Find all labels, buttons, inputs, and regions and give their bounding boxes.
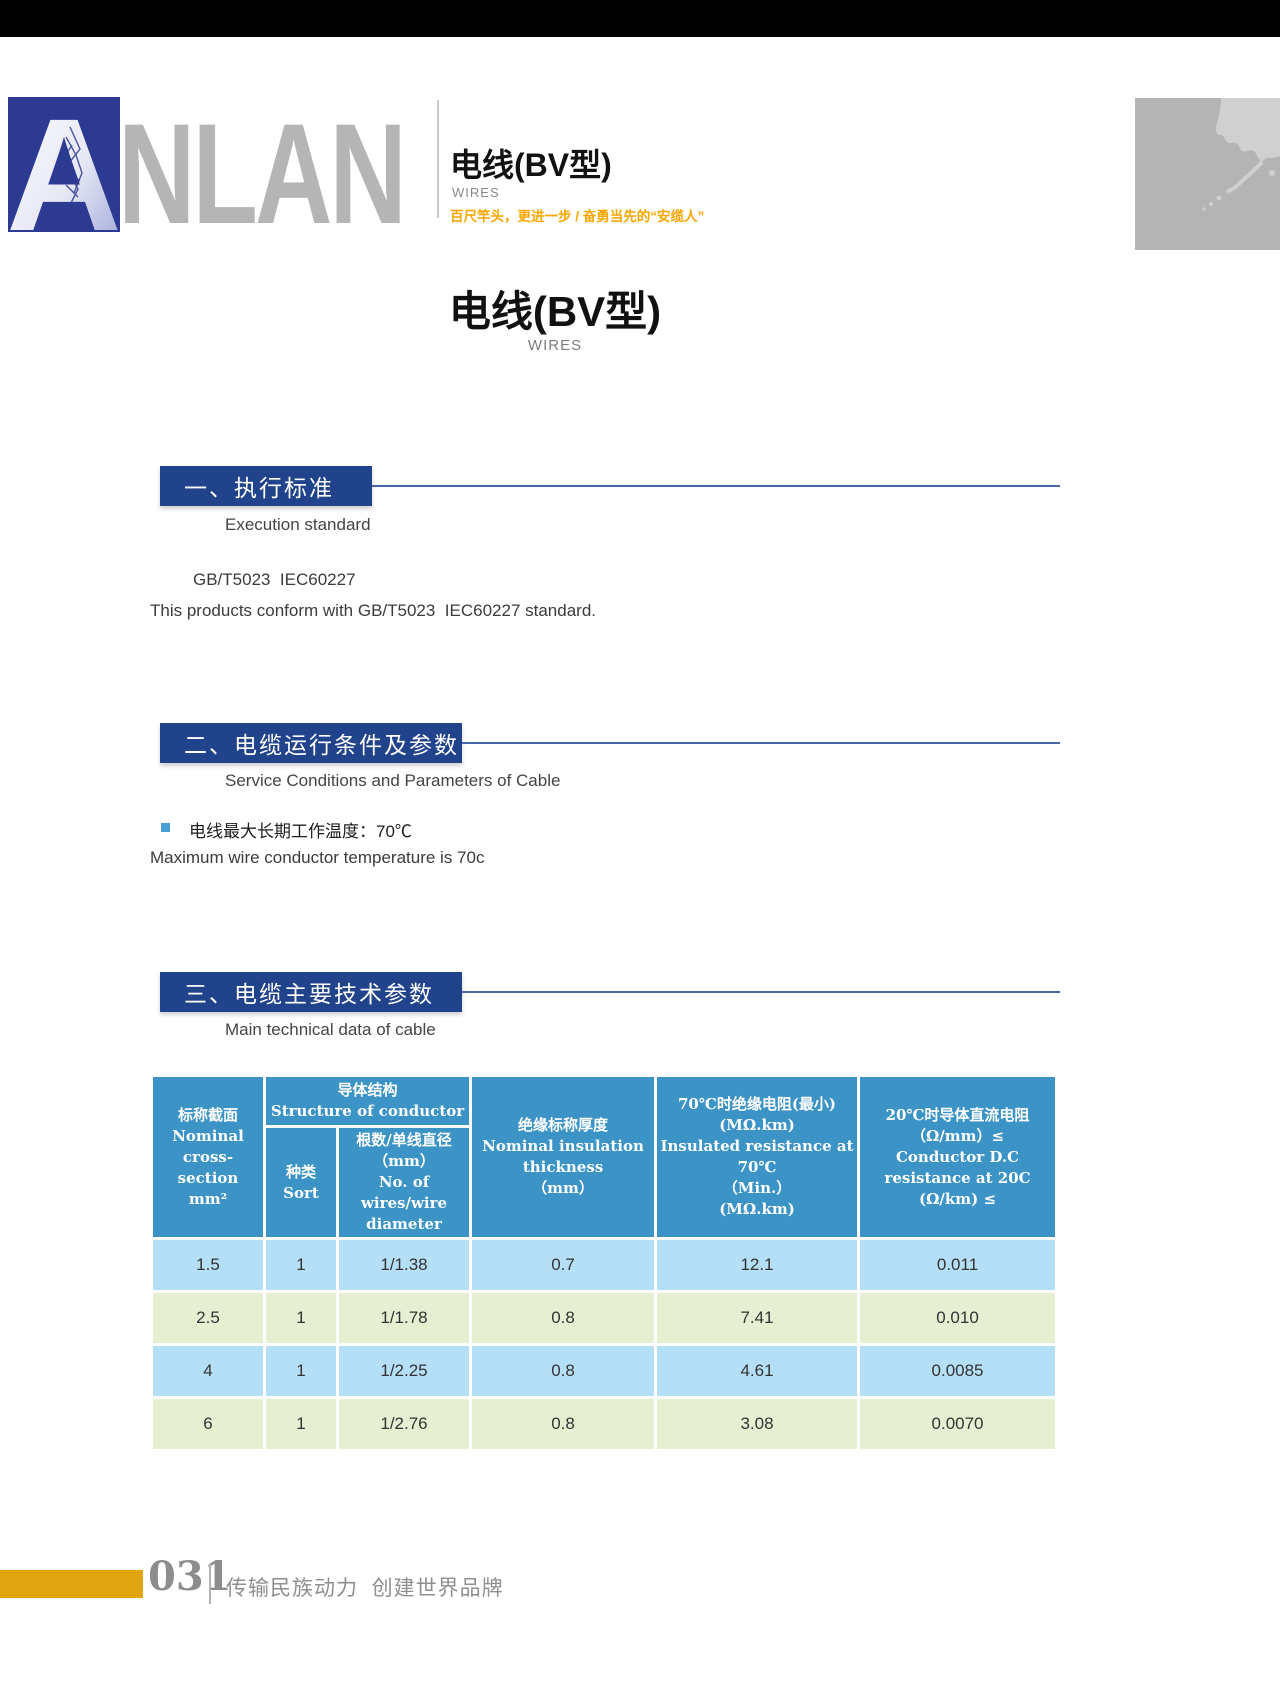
table-cell: 0.8 xyxy=(472,1293,655,1343)
th-insulation-thickness: 绝缘标称厚度 Nominal insulation thickness （mm） xyxy=(472,1077,655,1237)
table-cell: 0.8 xyxy=(472,1399,655,1449)
th-conductor-structure-group: 导体结构 Structure of conductor xyxy=(266,1077,470,1125)
spec-table: 标称截面 Nominal cross-section mm² 导体结构 Stru… xyxy=(150,1074,1058,1452)
section-1-heading: 一、执行标准 xyxy=(160,466,372,506)
table-cell: 1 xyxy=(266,1399,336,1449)
table-cell: 1/1.38 xyxy=(339,1240,470,1290)
max-temperature-en: Maximum wire conductor temperature is 70… xyxy=(150,848,485,867)
table-cell: 12.1 xyxy=(657,1240,858,1290)
th-dc-resistance-20c: 20℃时导体直流电阻 （Ω/mm）≤ Conductor D.C resista… xyxy=(860,1077,1056,1237)
map-icon xyxy=(1135,98,1280,250)
table-cell: 2.5 xyxy=(153,1293,263,1343)
top-black-bar xyxy=(0,0,1280,37)
table-cell: 0.0085 xyxy=(860,1346,1056,1396)
table-cell: 0.7 xyxy=(472,1240,655,1290)
section-3-rule xyxy=(462,991,1060,993)
page-number: 031 xyxy=(148,1553,232,1600)
section-2-heading-label: 二、电缆运行条件及参数 xyxy=(184,732,459,758)
section-3-subtitle: Main technical data of cable xyxy=(225,1020,436,1039)
header-divider xyxy=(437,100,439,218)
map-image xyxy=(1135,98,1280,250)
page-subtitle: WIRES xyxy=(527,337,583,354)
table-cell: 1 xyxy=(266,1293,336,1343)
table-cell: 1 xyxy=(266,1240,336,1290)
table-cell: 7.41 xyxy=(657,1293,858,1343)
table-cell: 1/1.78 xyxy=(339,1293,470,1343)
table-cell: 1/2.76 xyxy=(339,1399,470,1449)
table-row: 2.5 1 1/1.78 0.8 7.41 0.010 xyxy=(153,1293,1056,1343)
section-3-heading-label: 三、电缆主要技术参数 xyxy=(184,981,434,1007)
th-sort: 种类 Sort xyxy=(266,1128,336,1237)
th-nominal-cross-section: 标称截面 Nominal cross-section mm² xyxy=(153,1077,263,1237)
table-cell: 1/2.25 xyxy=(339,1346,470,1396)
max-temperature-cn: 电线最大长期工作温度：70℃ xyxy=(189,822,412,841)
section-1-subtitle: Execution standard xyxy=(225,515,371,534)
logo-letter-a-icon: A xyxy=(6,85,122,264)
table-cell: 4.61 xyxy=(657,1346,858,1396)
section-1-rule xyxy=(372,485,1060,487)
bullet-square-icon xyxy=(161,823,170,832)
table-cell: 0.8 xyxy=(472,1346,655,1396)
th-insulated-resistance-70c: 70℃时绝缘电阻(最小) (MΩ.km) Insulated resistanc… xyxy=(657,1077,858,1237)
header-product-title: 电线(BV型) xyxy=(450,147,612,183)
footer-divider xyxy=(209,1564,211,1604)
standard-statement: This products conform with GB/T5023 IEC6… xyxy=(150,601,597,620)
table-cell: 0.0070 xyxy=(860,1399,1056,1449)
footer-accent-bar xyxy=(0,1570,143,1598)
table-row: 6 1 1/2.76 0.8 3.08 0.0070 xyxy=(153,1399,1056,1449)
footer-slogan: 传输民族动力 创建世界品牌 xyxy=(226,1577,504,1600)
page-title: 电线(BV型) xyxy=(448,288,662,335)
standard-codes: GB/T5023 IEC60227 xyxy=(193,570,356,589)
header-slogan: 百尺竿头，更进一步 / 奋勇当先的“安缆人” xyxy=(450,209,705,224)
table-cell: 1 xyxy=(266,1346,336,1396)
section-2-subtitle: Service Conditions and Parameters of Cab… xyxy=(225,771,561,790)
section-2-rule xyxy=(462,742,1060,744)
table-cell: 6 xyxy=(153,1399,263,1449)
section-2-heading: 二、电缆运行条件及参数 xyxy=(160,723,462,763)
section-3-heading: 三、电缆主要技术参数 xyxy=(160,972,462,1012)
table-cell: 0.010 xyxy=(860,1293,1056,1343)
table-cell: 4 xyxy=(153,1346,263,1396)
svg-text:A: A xyxy=(8,97,120,232)
anlan-logo: A xyxy=(6,85,122,264)
logo-text-nlan: NLAN xyxy=(118,95,407,254)
table-cell: 0.011 xyxy=(860,1240,1056,1290)
header-product-subtitle: WIRES xyxy=(452,185,500,200)
th-wires-diameter: 根数/单线直径 （mm） No. of wires/wire diameter xyxy=(339,1128,470,1237)
table-cell: 3.08 xyxy=(657,1399,858,1449)
section-1-heading-label: 一、执行标准 xyxy=(184,475,334,501)
table-cell: 1.5 xyxy=(153,1240,263,1290)
table-row: 4 1 1/2.25 0.8 4.61 0.0085 xyxy=(153,1346,1056,1396)
table-row: 1.5 1 1/1.38 0.7 12.1 0.011 xyxy=(153,1240,1056,1290)
